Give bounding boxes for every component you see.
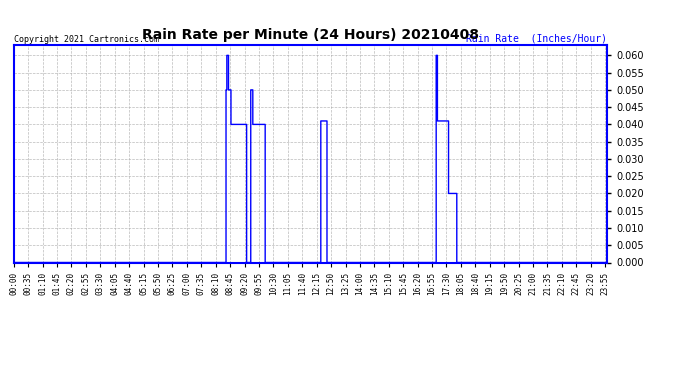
Title: Rain Rate per Minute (24 Hours) 20210408: Rain Rate per Minute (24 Hours) 20210408	[142, 28, 479, 42]
Text: Copyright 2021 Cartronics.com: Copyright 2021 Cartronics.com	[14, 35, 159, 44]
Text: Rain Rate  (Inches/Hour): Rain Rate (Inches/Hour)	[466, 34, 607, 44]
